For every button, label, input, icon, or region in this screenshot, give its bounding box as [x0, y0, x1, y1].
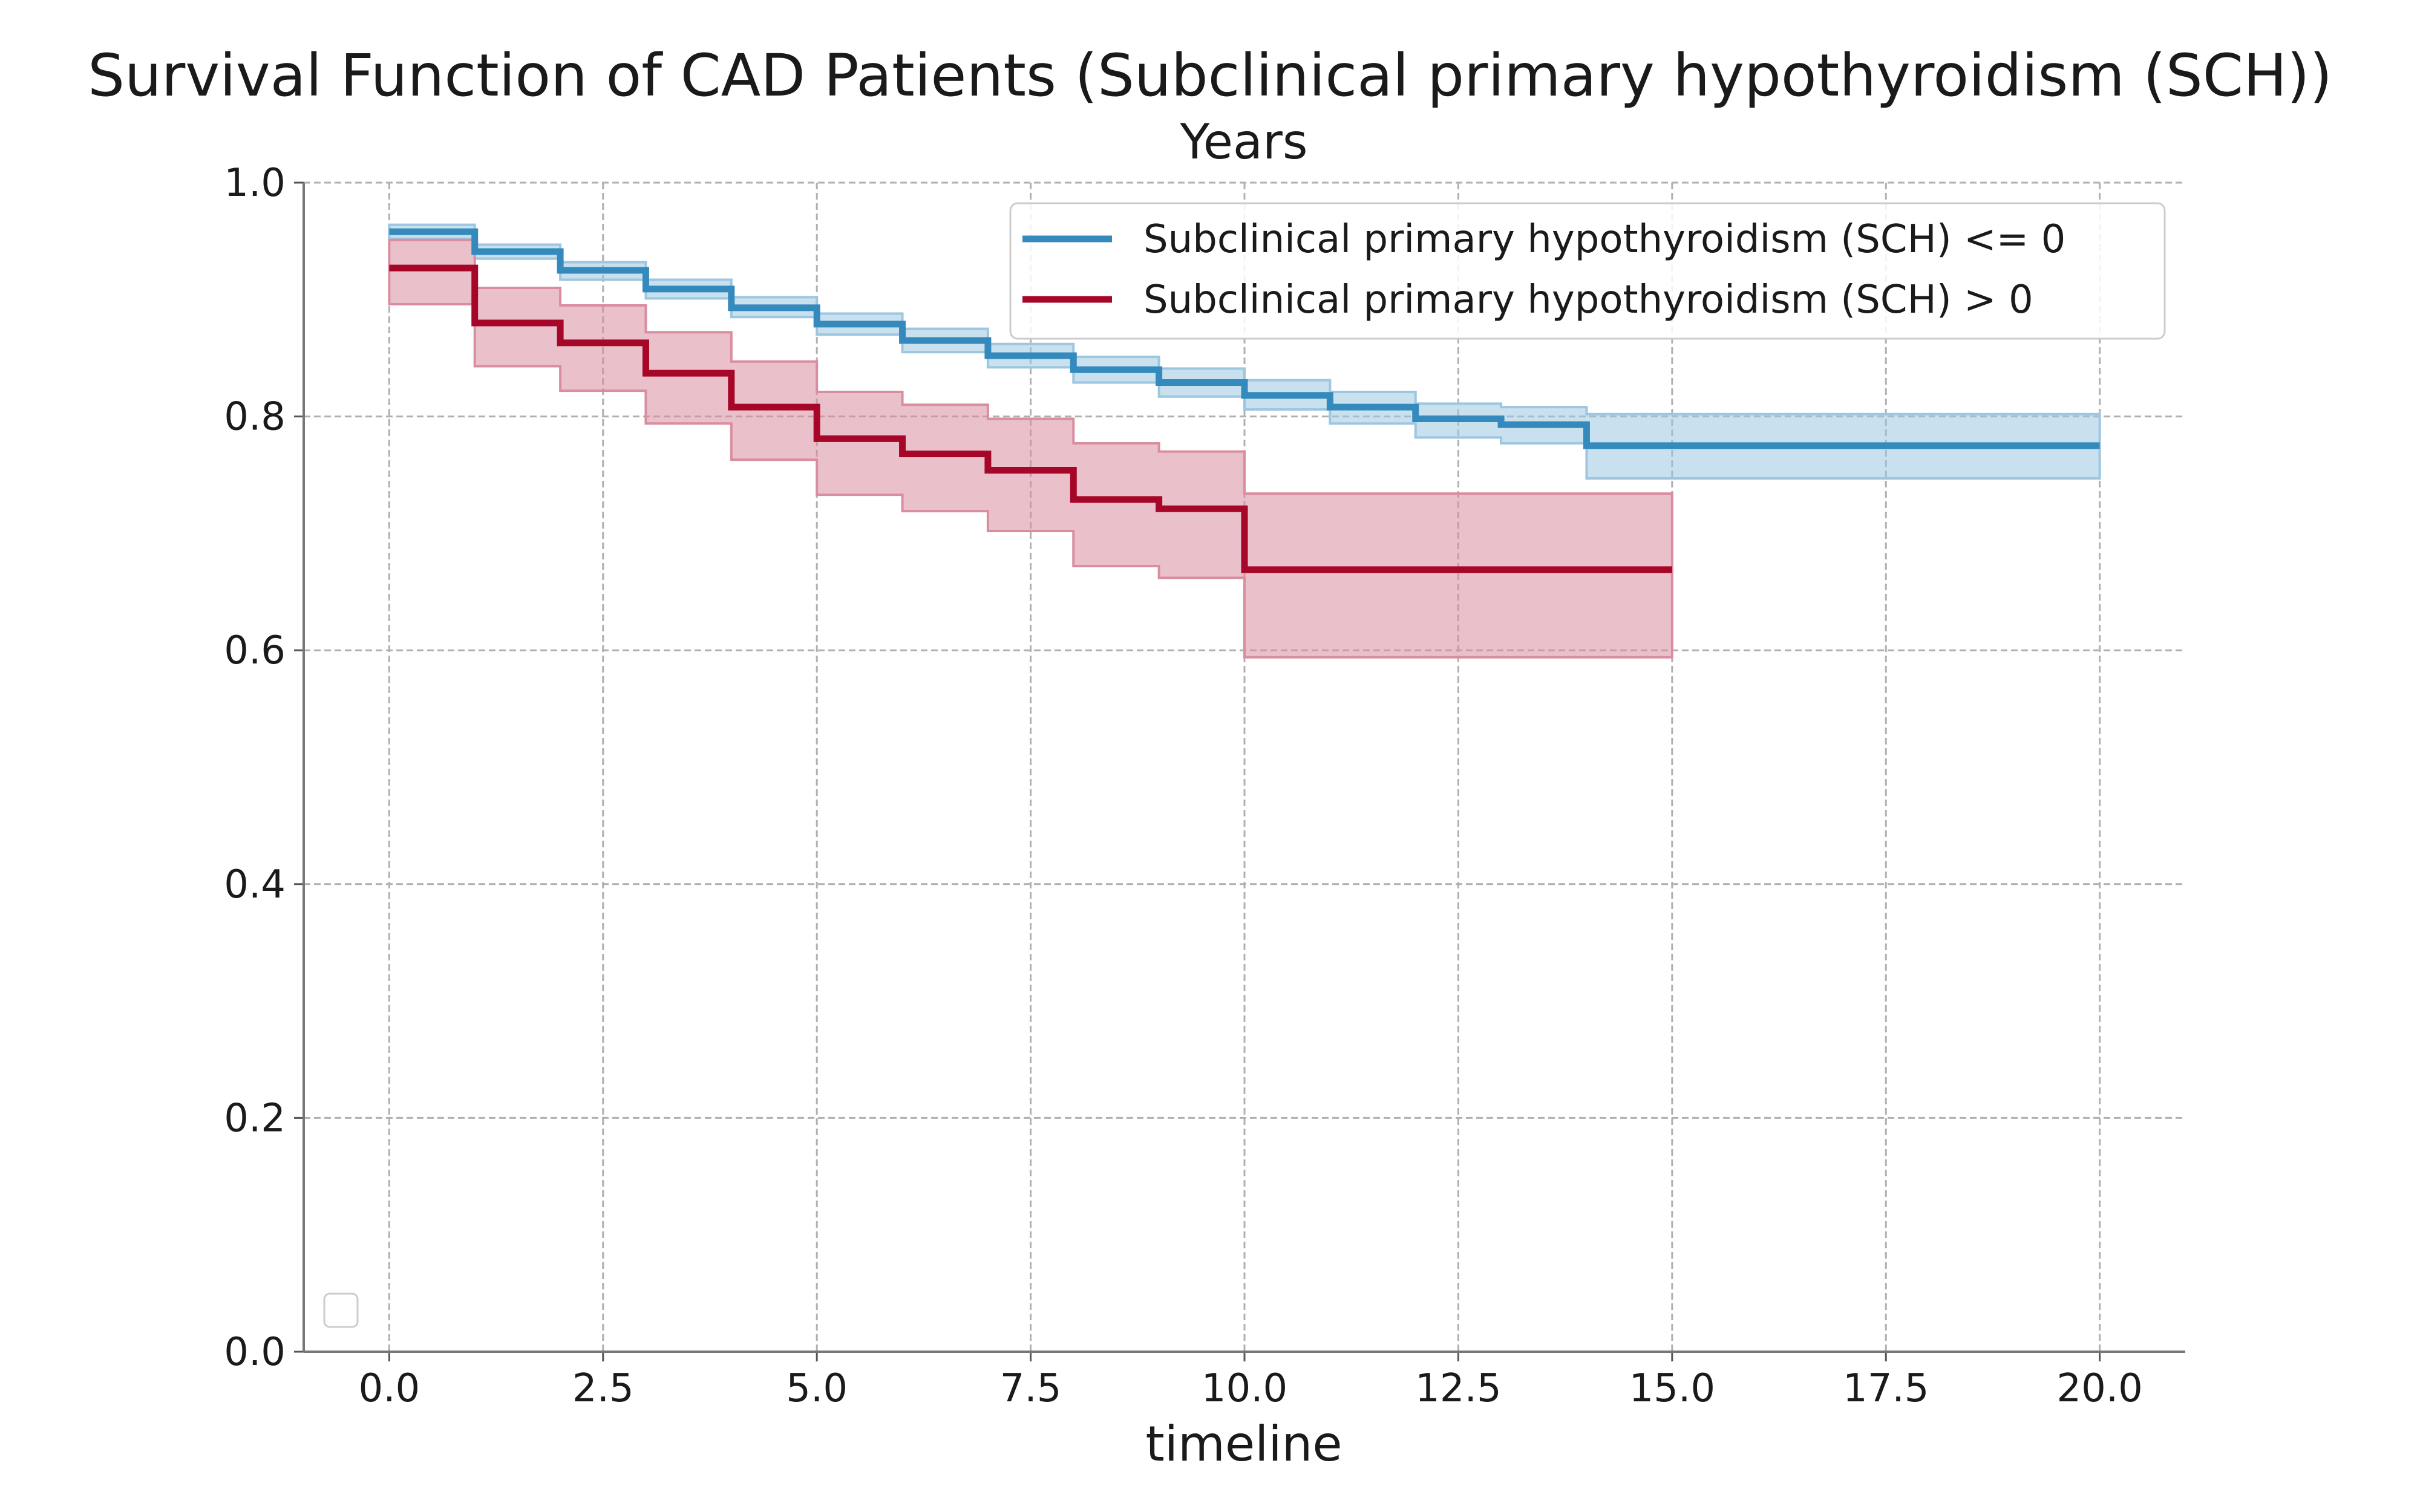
chart-subtitle: Years	[1179, 114, 1307, 170]
chart-title: Survival Function of CAD Patients (Subcl…	[88, 42, 2332, 109]
x-axis-label: timeline	[1145, 1416, 1342, 1472]
y-tick-label: 0.0	[224, 1330, 286, 1375]
x-tick-label: 2.5	[572, 1366, 634, 1411]
axes: 0.0 2.5 5.0 7.5 10.0 12.5 15.0 17.5 20.0 0.0 0.2 0.…	[224, 161, 2185, 1411]
y-tick-label: 0.4	[224, 862, 286, 907]
y-tick-label: 1.0	[224, 161, 286, 206]
x-tick-label: 5.0	[786, 1366, 848, 1411]
x-tick-label: 12.5	[1415, 1366, 1502, 1411]
legend-label: Subclinical primary hypothyroidism (SCH)…	[1143, 217, 2065, 262]
legend-label: Subclinical primary hypothyroidism (SCH)…	[1143, 278, 2033, 322]
x-tick-label: 7.5	[1000, 1366, 1062, 1411]
x-tick-label: 0.0	[358, 1366, 420, 1411]
y-tick-label: 0.8	[224, 395, 286, 440]
legend[interactable]: Subclinical primary hypothyroidism (SCH)…	[1009, 202, 2166, 340]
survival-line	[389, 228, 2100, 449]
x-tick-label: 20.0	[2056, 1366, 2143, 1411]
y-tick-label: 0.6	[224, 628, 286, 673]
x-tick-label: 17.5	[1843, 1366, 1929, 1411]
empty-legend-box	[323, 1292, 359, 1328]
legend-box	[1009, 202, 2166, 340]
confidence-band	[388, 238, 1673, 659]
y-tick-label: 0.2	[224, 1096, 286, 1141]
survival-lines	[389, 228, 2100, 573]
x-tick-label: 10.0	[1202, 1366, 1288, 1411]
x-tick-label: 15.0	[1629, 1366, 1716, 1411]
survival-line	[389, 264, 1672, 573]
